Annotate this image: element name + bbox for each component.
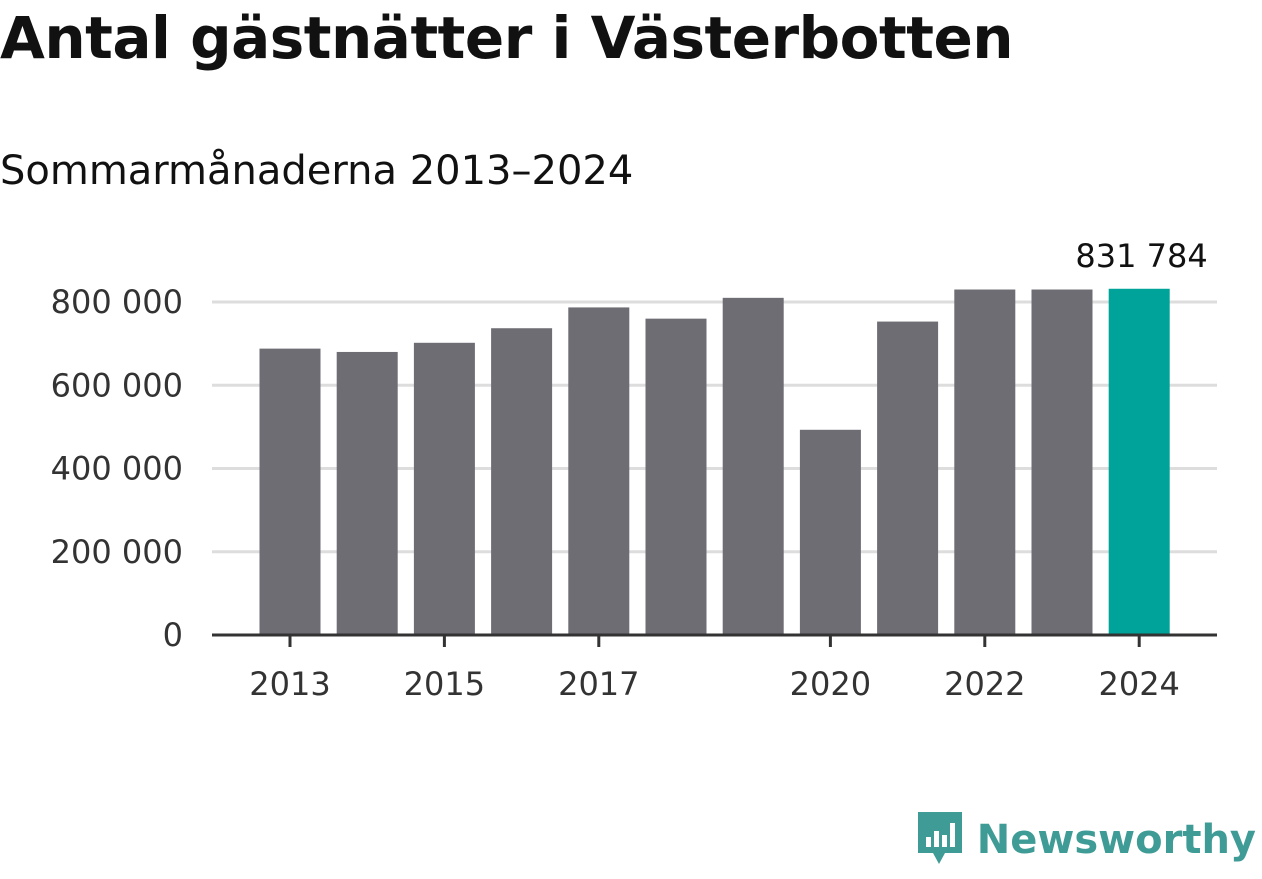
x-tick-label: 2015 (404, 665, 485, 703)
bar-2023 (1031, 289, 1093, 635)
x-tick-label: 2013 (249, 665, 330, 703)
x-tick-label: 2017 (558, 665, 639, 703)
bar-2024 (1108, 288, 1170, 635)
y-tick-label: 800 000 (51, 283, 183, 321)
bar-2017 (568, 307, 630, 635)
bar-2013 (259, 348, 321, 635)
axes (212, 633, 1217, 647)
bar-2016 (491, 328, 553, 635)
y-tick-label: 600 000 (51, 366, 183, 404)
bar-2018 (645, 318, 707, 635)
labels: 0 200 000 400 000 600 000 800 000 2013 2015 201… (51, 237, 1208, 703)
bar-2019 (722, 297, 784, 635)
chart-title: Antal gästnätter i Västerbotten (0, 4, 1014, 72)
x-tick-label: 2022 (944, 665, 1025, 703)
bar-2020 (799, 429, 861, 635)
y-tick-label: 0 (163, 616, 183, 654)
bar-2022 (954, 289, 1016, 635)
bar-2015 (413, 342, 475, 635)
chart-subtitle: Sommarmånaderna 2013–2024 (0, 148, 634, 194)
y-tick-label: 200 000 (51, 533, 183, 571)
brand-name: Newsworthy (976, 817, 1256, 863)
y-tick-label: 400 000 (51, 450, 183, 488)
bar-2014 (336, 351, 398, 635)
x-tick-label: 2020 (790, 665, 871, 703)
bars (259, 288, 1170, 635)
x-tick-label: 2024 (1098, 665, 1179, 703)
bar-2021 (877, 321, 939, 635)
data-label: 831 784 (1075, 237, 1207, 275)
brand-logo: Newsworthy (915, 809, 1256, 871)
bar-chart-speech-bubble-icon (915, 809, 965, 871)
